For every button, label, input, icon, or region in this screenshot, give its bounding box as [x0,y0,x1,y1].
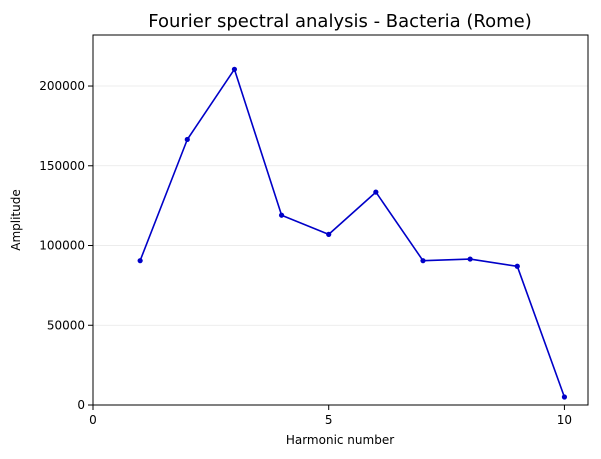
x-tick-label: 0 [89,413,97,427]
data-point [231,66,238,72]
x-tick-label: 10 [557,413,572,427]
y-tick-label: 150000 [39,159,85,173]
y-tick-label: 0 [77,398,85,412]
data-point [467,256,473,262]
x-tick-label: 5 [325,413,333,427]
data-point [420,258,426,264]
y-tick-label: 200000 [39,79,85,93]
series-layer [137,66,568,400]
data-point [514,263,520,269]
x-axis-label: Harmonic number [286,433,394,447]
data-point [137,258,143,264]
y-axis-label: Amplitude [9,189,23,251]
data-point [278,212,285,218]
plot-frame [92,34,589,406]
series-line [139,68,566,398]
y-axis-ticks: 0 50000 100000 150000 200000 [39,79,93,412]
grid-lines [93,85,588,326]
chart-title: Fourier spectral analysis - Bacteria (Ro… [148,11,531,32]
data-point [561,394,568,400]
data-point [184,136,190,143]
data-point [326,231,332,237]
data-point [373,189,379,195]
y-tick-label: 50000 [47,318,85,332]
y-tick-label: 100000 [39,239,85,253]
x-axis-ticks: 0 5 10 [89,405,572,427]
